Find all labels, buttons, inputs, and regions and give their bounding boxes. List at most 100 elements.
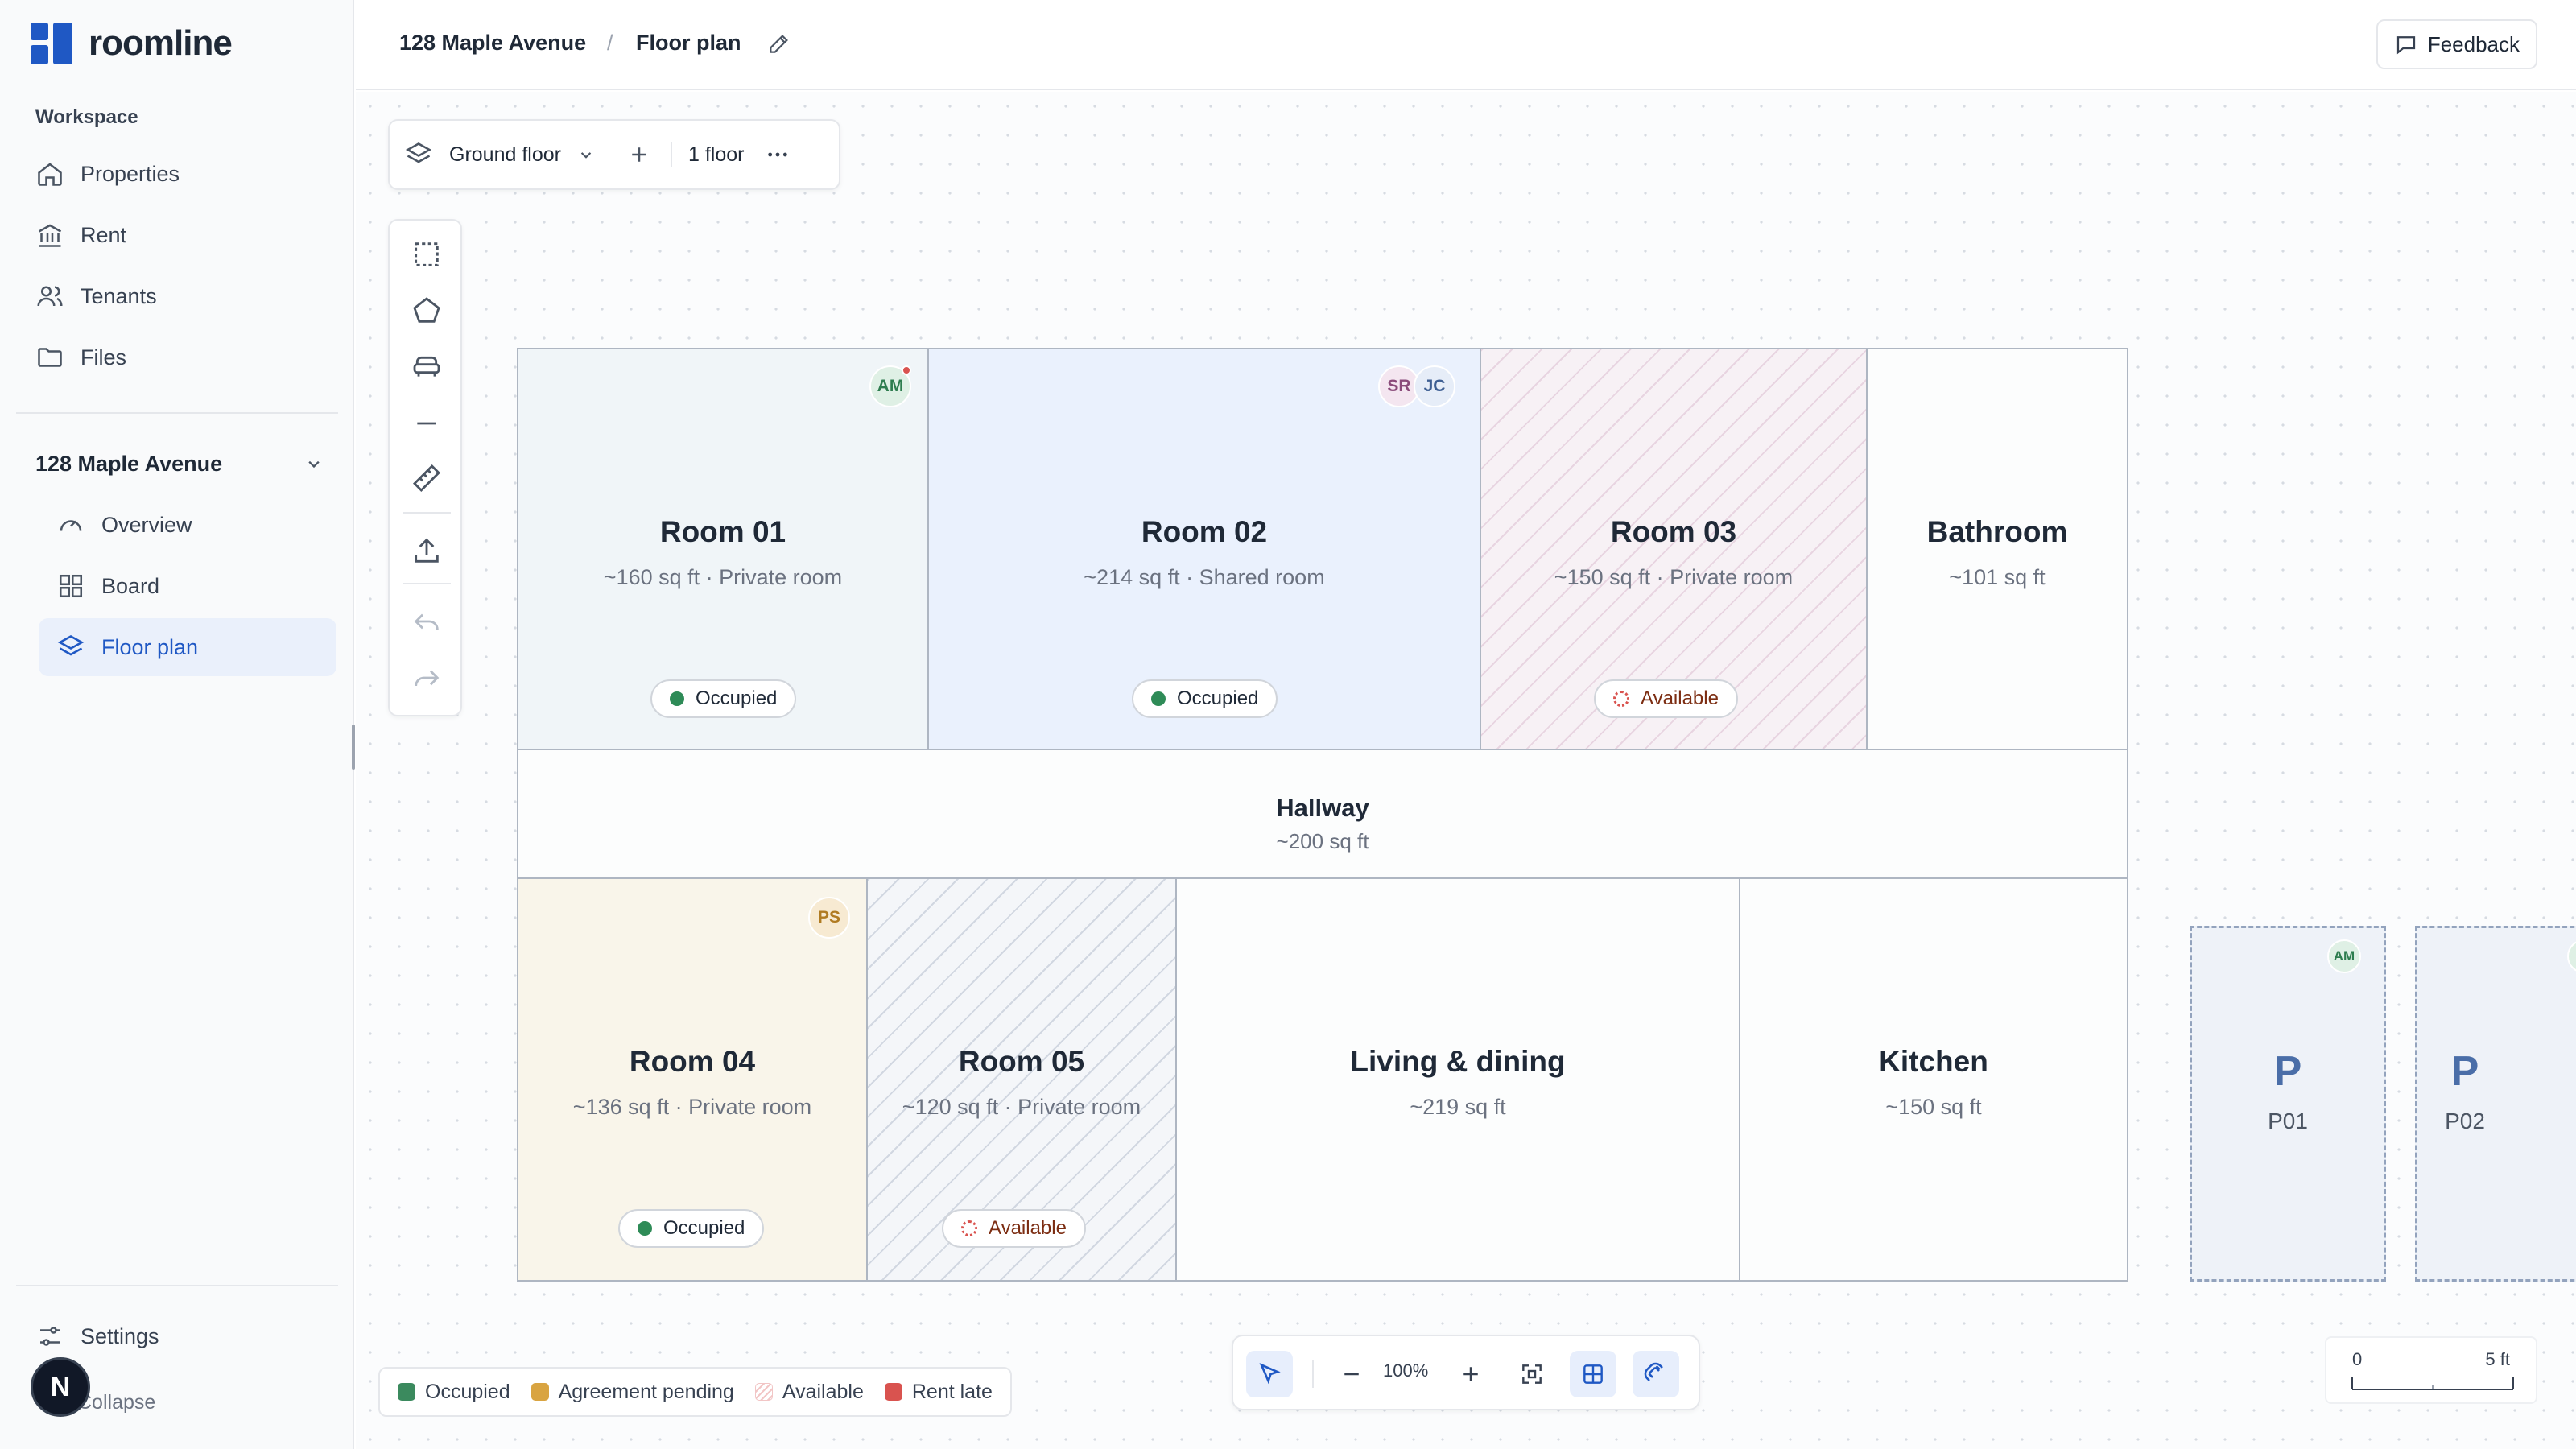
sidebar: roomline Workspace Properties Rent Tenan… (0, 0, 355, 1449)
user-avatar[interactable]: N (31, 1357, 90, 1417)
minus-icon (1344, 1373, 1359, 1376)
snap-toggle-button[interactable] (1633, 1351, 1679, 1397)
legend-label: Rent late (911, 1380, 993, 1403)
add-floor-icon[interactable] (627, 142, 651, 167)
breadcrumb-property[interactable]: 128 Maple Avenue (399, 31, 587, 55)
legend-available: Available (754, 1381, 864, 1404)
room-02[interactable]: SR JC Room 02 ~214 sq ft · Shared room O… (927, 348, 1481, 750)
nav-item-tenants[interactable]: Tenants (35, 272, 157, 320)
polygon-icon[interactable] (411, 295, 443, 327)
sidebar-divider (16, 1285, 338, 1286)
upload-icon[interactable] (411, 535, 443, 567)
parking-spot-p01[interactable]: AM P P01 (2190, 926, 2386, 1282)
tenant-avatar[interactable] (2567, 939, 2576, 973)
room-name: Kitchen (1879, 1045, 1988, 1078)
status-badge: Occupied (650, 679, 797, 718)
legend-agreement-pending: Agreement pending (530, 1381, 734, 1404)
room-name: Room 02 (1141, 515, 1268, 548)
tenant-avatar[interactable]: AM (2327, 939, 2361, 973)
nav-item-files[interactable]: Files (35, 333, 126, 382)
sidebar-item-label: Floor plan (101, 634, 199, 659)
app-logo[interactable]: roomline (29, 21, 233, 66)
scale-ruler (2351, 1377, 2514, 1390)
parking-spot-p02[interactable]: P P02 (2415, 926, 2576, 1282)
room-name: Room 04 (629, 1045, 756, 1078)
sidebar-item-label: Board (101, 573, 160, 598)
room-05[interactable]: Room 05 ~120 sq ft · Private room Availa… (866, 877, 1177, 1282)
tenant-avatar[interactable]: PS (808, 897, 850, 939)
nav-item-rent[interactable]: Rent (35, 211, 126, 259)
property-switcher[interactable]: 128 Maple Avenue (35, 448, 325, 480)
furniture-icon[interactable] (411, 351, 443, 383)
room-name: Living & dining (1350, 1045, 1566, 1078)
hallway[interactable]: Hallway ~200 sq ft (517, 749, 2128, 879)
bathroom[interactable]: Bathroom ~101 sq ft (1866, 348, 2128, 750)
sidebar-item-board[interactable]: Board (39, 557, 336, 615)
ruler-icon[interactable] (411, 462, 443, 494)
sidebar-item-overview[interactable]: Overview (39, 496, 336, 554)
status-label: Occupied (663, 1217, 745, 1239)
room-name: Room 05 (958, 1045, 1085, 1078)
select-area-icon[interactable] (411, 238, 443, 270)
living-dining[interactable]: Living & dining ~219 sq ft (1175, 877, 1740, 1282)
undo-icon[interactable] (411, 605, 443, 638)
chevron-down-icon (580, 152, 592, 159)
room-info: ~101 sq ft (1949, 565, 2046, 589)
room-name: Room 01 (659, 515, 786, 548)
room-info: ~150 sq ft · Private room (1554, 565, 1794, 589)
nav-label: Files (80, 345, 127, 369)
room-name: Room 03 (1610, 515, 1737, 548)
kitchen[interactable]: Kitchen ~150 sq ft (1739, 877, 2128, 1282)
drawing-tools (388, 219, 462, 716)
tenant-avatar[interactable]: SR (1378, 365, 1420, 407)
nav-label: Tenants (80, 283, 157, 308)
wall-line-icon[interactable] (411, 407, 443, 440)
toolbar-divider (670, 142, 672, 167)
edit-icon[interactable] (766, 31, 792, 56)
occupied-dot (638, 1221, 652, 1236)
sliders-icon (40, 1327, 60, 1346)
sidebar-divider (16, 412, 338, 414)
collapse-button[interactable]: Collapse (77, 1391, 156, 1414)
room-info: ~200 sq ft (1276, 829, 1369, 853)
legend-swatch (398, 1383, 415, 1401)
more-icon[interactable] (765, 142, 791, 167)
tenant-avatar[interactable]: JC (1414, 365, 1455, 407)
magnet-icon (1644, 1362, 1663, 1381)
legend-occupied: Occupied (398, 1381, 510, 1404)
toolbar-divider (1312, 1360, 1314, 1388)
floor-select[interactable]: Ground floor (449, 143, 597, 167)
occupied-dot (1151, 691, 1166, 706)
top-bar: 128 Maple Avenue / Floor plan Feedback (356, 0, 2576, 90)
redo-icon[interactable] (411, 662, 443, 694)
zoom-out-button[interactable] (1328, 1351, 1375, 1397)
pointer-tool-button[interactable] (1246, 1351, 1293, 1397)
status-legend: Occupied Agreement pending Available Ren… (378, 1367, 1012, 1417)
users-icon (37, 286, 63, 307)
available-icon (961, 1220, 977, 1236)
room-04[interactable]: PS Room 04 ~136 sq ft · Private room Occ… (517, 877, 868, 1282)
cursor-icon (1259, 1363, 1281, 1385)
status-label: Available (989, 1217, 1067, 1239)
fit-to-screen-button[interactable] (1509, 1351, 1555, 1397)
sidebar-item-floor-plan[interactable]: Floor plan (39, 618, 336, 676)
grid-toggle-button[interactable] (1570, 1351, 1616, 1397)
property-name: 128 Maple Avenue (35, 451, 223, 476)
tools-divider (402, 583, 451, 584)
room-01[interactable]: AM Room 01 ~160 sq ft · Private room Occ… (517, 348, 929, 750)
sidebar-resize-handle[interactable] (352, 724, 355, 770)
parking-icon: P (2273, 1048, 2302, 1095)
parking-label: P01 (2268, 1108, 2308, 1133)
nav-label: Rent (80, 222, 127, 247)
message-icon (2396, 36, 2415, 55)
floor-name: Ground floor (449, 142, 561, 166)
nav-item-settings[interactable]: Settings (35, 1312, 159, 1360)
zoom-in-button[interactable] (1447, 1351, 1494, 1397)
app-name: roomline (89, 23, 233, 63)
breadcrumb-current: Floor plan (636, 31, 741, 55)
nav-item-properties[interactable]: Properties (35, 150, 180, 198)
feedback-button[interactable]: Feedback (2376, 19, 2537, 69)
scale-start: 0 (2352, 1349, 2363, 1369)
roomline-logo-icon (29, 21, 74, 66)
room-03[interactable]: Room 03 ~150 sq ft · Private room Availa… (1480, 348, 1868, 750)
